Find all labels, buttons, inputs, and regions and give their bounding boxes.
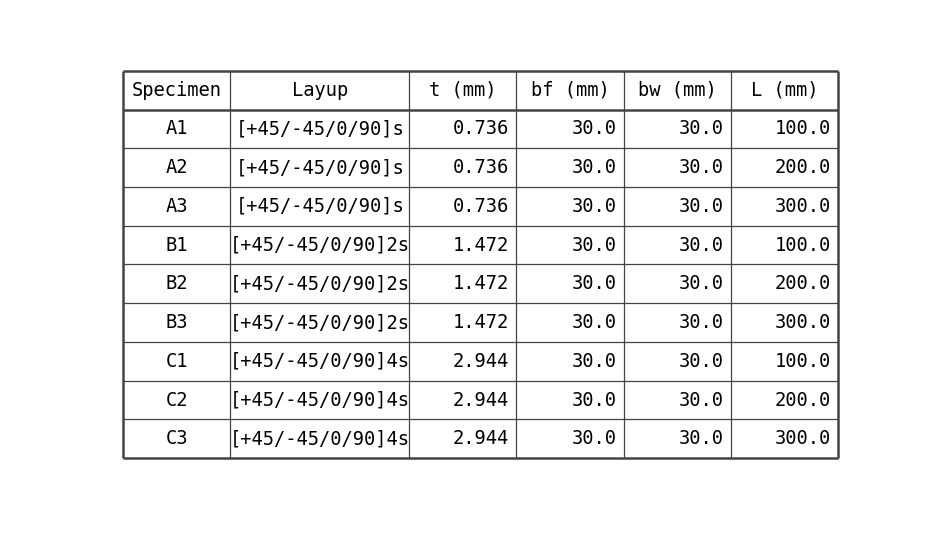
Text: Specimen: Specimen [131, 81, 221, 100]
Text: 30.0: 30.0 [679, 352, 724, 371]
Text: 30.0: 30.0 [571, 313, 616, 332]
Text: 300.0: 300.0 [775, 313, 831, 332]
Text: 30.0: 30.0 [571, 352, 616, 371]
Text: 30.0: 30.0 [679, 236, 724, 254]
Text: Layup: Layup [292, 81, 348, 100]
Text: 1.472: 1.472 [453, 313, 509, 332]
Text: A1: A1 [165, 119, 188, 138]
Text: C2: C2 [165, 391, 188, 409]
Text: 200.0: 200.0 [775, 391, 831, 409]
Text: A2: A2 [165, 158, 188, 177]
Text: 30.0: 30.0 [571, 158, 616, 177]
Text: A3: A3 [165, 197, 188, 216]
Text: 2.944: 2.944 [453, 352, 509, 371]
Text: [+45/-45/0/90]s: [+45/-45/0/90]s [235, 158, 404, 177]
Text: [+45/-45/0/90]s: [+45/-45/0/90]s [235, 119, 404, 138]
Text: C3: C3 [165, 429, 188, 448]
Text: 200.0: 200.0 [775, 158, 831, 177]
Text: [+45/-45/0/90]2s: [+45/-45/0/90]2s [230, 236, 410, 254]
Text: 30.0: 30.0 [679, 119, 724, 138]
Text: 0.736: 0.736 [453, 119, 509, 138]
Text: 30.0: 30.0 [571, 429, 616, 448]
Text: L (mm): L (mm) [751, 81, 819, 100]
Text: 30.0: 30.0 [571, 197, 616, 216]
Text: [+45/-45/0/90]4s: [+45/-45/0/90]4s [230, 429, 410, 448]
Text: 100.0: 100.0 [775, 236, 831, 254]
Text: 30.0: 30.0 [679, 158, 724, 177]
Text: 1.472: 1.472 [453, 274, 509, 293]
Text: bf (mm): bf (mm) [531, 81, 610, 100]
Text: 30.0: 30.0 [679, 429, 724, 448]
Text: 30.0: 30.0 [679, 197, 724, 216]
Text: 1.472: 1.472 [453, 236, 509, 254]
Text: 30.0: 30.0 [679, 274, 724, 293]
Text: 30.0: 30.0 [679, 391, 724, 409]
Text: 30.0: 30.0 [571, 391, 616, 409]
Text: 0.736: 0.736 [453, 158, 509, 177]
Text: [+45/-45/0/90]2s: [+45/-45/0/90]2s [230, 274, 410, 293]
Text: B3: B3 [165, 313, 188, 332]
Text: 200.0: 200.0 [775, 274, 831, 293]
Text: B1: B1 [165, 236, 188, 254]
Text: [+45/-45/0/90]4s: [+45/-45/0/90]4s [230, 352, 410, 371]
Text: 30.0: 30.0 [571, 236, 616, 254]
Text: 0.736: 0.736 [453, 197, 509, 216]
Text: 300.0: 300.0 [775, 429, 831, 448]
Text: 30.0: 30.0 [679, 313, 724, 332]
Text: bw (mm): bw (mm) [638, 81, 717, 100]
Text: 30.0: 30.0 [571, 274, 616, 293]
Text: t (mm): t (mm) [429, 81, 496, 100]
Text: [+45/-45/0/90]s: [+45/-45/0/90]s [235, 197, 404, 216]
Text: [+45/-45/0/90]4s: [+45/-45/0/90]4s [230, 391, 410, 409]
Text: 300.0: 300.0 [775, 197, 831, 216]
Text: [+45/-45/0/90]2s: [+45/-45/0/90]2s [230, 313, 410, 332]
Text: B2: B2 [165, 274, 188, 293]
Text: 100.0: 100.0 [775, 119, 831, 138]
Text: C1: C1 [165, 352, 188, 371]
Text: 100.0: 100.0 [775, 352, 831, 371]
Text: 2.944: 2.944 [453, 429, 509, 448]
Text: 30.0: 30.0 [571, 119, 616, 138]
Text: 2.944: 2.944 [453, 391, 509, 409]
